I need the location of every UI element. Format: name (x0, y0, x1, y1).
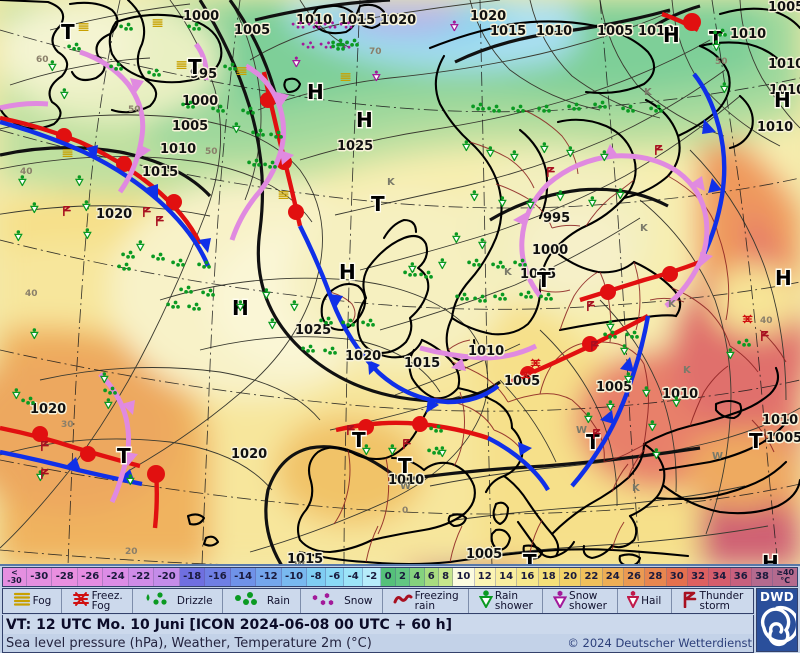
temp-scale-swatch: 34 (709, 568, 731, 586)
weather-key-label: Rain (266, 594, 290, 607)
weather-symbol-key: Fog Freez. Fog Drizzle Rain Snow Freezing rai… (2, 588, 754, 614)
weather-key-hail: Hail (618, 589, 672, 613)
map-canvas (0, 0, 800, 564)
temp-scale-min: < -30 (3, 568, 27, 586)
temp-scale-swatch: -8 (307, 568, 326, 586)
weather-key-label: Snow shower (569, 589, 607, 612)
weather-key-thunderstorm: Thunder storm (672, 589, 753, 613)
temp-scale-swatch: 0 (381, 568, 396, 586)
thunderstorm-icon (682, 590, 698, 612)
weather-key-label: Drizzle (176, 594, 213, 607)
temp-scale-swatch: -26 (77, 568, 104, 586)
temp-scale-swatch: 6 (424, 568, 439, 586)
temp-scale-swatch: -20 (154, 568, 180, 586)
temp-scale-swatch: -24 (103, 568, 129, 586)
weather-key-label: Rain shower (494, 589, 533, 612)
legend-panel: < -30 -30 -28 -26 -24 -22 -20 -18 -16 -14 -12 -10 -8-… (0, 566, 800, 653)
snow-shower-icon (552, 590, 568, 612)
temp-scale-swatch: 4 (410, 568, 425, 586)
temp-scale-swatch: -18 (179, 568, 206, 586)
temp-scale-swatch: 28 (645, 568, 667, 586)
weather-key-label: Freez. Fog (91, 589, 123, 612)
valid-time-line: VT: 12 UTC Mo. 10 Juni [ICON 2024-06-08 … (2, 615, 754, 634)
temp-scale-swatch: 20 (559, 568, 582, 586)
weather-key-label: Freezing rain (414, 589, 459, 612)
occluded-fronts (79, 49, 713, 504)
temp-scale-swatch: -28 (52, 568, 78, 586)
temp-scale-swatch: 14 (495, 568, 518, 586)
temp-scale-swatch: -30 (27, 568, 53, 586)
weather-key-label: Hail (641, 594, 662, 607)
drizzle-icon (143, 591, 175, 611)
dwd-logo[interactable]: DWD (756, 588, 798, 652)
dwd-spiral-icon (758, 604, 796, 648)
temp-scale-swatch: 2 (395, 568, 411, 586)
temp-scale-max: ≥40 °C (773, 568, 798, 586)
weather-key-label: Thunder storm (699, 589, 744, 612)
dwd-logo-text: DWD (759, 590, 795, 604)
temp-scale-swatch: -2 (362, 568, 382, 586)
weather-key-snow: Snow (301, 589, 384, 613)
temp-scale-swatch: 32 (687, 568, 710, 586)
temp-scale-swatch: 18 (538, 568, 560, 586)
rain-icon (233, 591, 265, 611)
temp-scale-swatch: -14 (230, 568, 257, 586)
weather-map[interactable]: 1000 1005 1010 1015 1020 1020 1015 1010 1005 1010… (0, 0, 800, 566)
weather-key-rain-shower: Rain shower (469, 589, 544, 613)
trough-lines (0, 42, 209, 111)
weather-key-drizzle: Drizzle (133, 589, 224, 613)
fog-icon (13, 591, 31, 611)
temp-scale-swatch: -22 (128, 568, 155, 586)
weather-key-label: Fog (32, 594, 52, 607)
temp-scale-swatch: 10 (453, 568, 475, 586)
chart-description-line: Sea level pressure (hPa), Weather, Tempe… (2, 634, 754, 653)
weather-key-fog: Fog (3, 589, 62, 613)
bold-isobars (0, 0, 701, 564)
freezing-fog-icon (72, 591, 90, 611)
weather-key-freezing-fog: Freez. Fog (62, 589, 134, 613)
temp-scale-swatch: -16 (205, 568, 231, 586)
temp-scale-swatch: 38 (751, 568, 774, 586)
cold-fronts (0, 72, 727, 492)
temp-scale-swatch: 26 (623, 568, 646, 586)
temp-scale-swatch: -6 (325, 568, 345, 586)
temp-scale-swatch: 8 (438, 568, 454, 586)
temp-scale-swatch: 16 (517, 568, 539, 586)
temp-scale-swatch: 30 (666, 568, 688, 586)
weather-key-freezing-rain: Freezing rain (383, 589, 470, 613)
temp-scale-swatch: -10 (281, 568, 308, 586)
rain-shower-icon (478, 590, 494, 612)
weather-key-label: Snow (344, 594, 373, 607)
temp-scale-swatch: 12 (474, 568, 496, 586)
temp-scale-swatch: -12 (256, 568, 282, 586)
freezing-rain-icon (393, 591, 413, 611)
snow-icon (310, 591, 342, 611)
warm-fronts (0, 11, 701, 529)
temp-scale-swatch: 22 (581, 568, 603, 586)
temp-scale-swatch: 24 (602, 568, 624, 586)
temperature-color-scale[interactable]: < -30 -30 -28 -26 -24 -22 -20 -18 -16 -14 -12 -10 -8-… (2, 567, 798, 587)
weather-key-snow-shower: Snow shower (543, 589, 618, 613)
hail-icon (626, 590, 640, 612)
temp-scale-swatch: 36 (730, 568, 752, 586)
temp-scale-swatch: -4 (344, 568, 363, 586)
weather-key-rain: Rain (223, 589, 301, 613)
copyright-text: © 2024 Deutscher Wetterdienst (567, 636, 752, 650)
